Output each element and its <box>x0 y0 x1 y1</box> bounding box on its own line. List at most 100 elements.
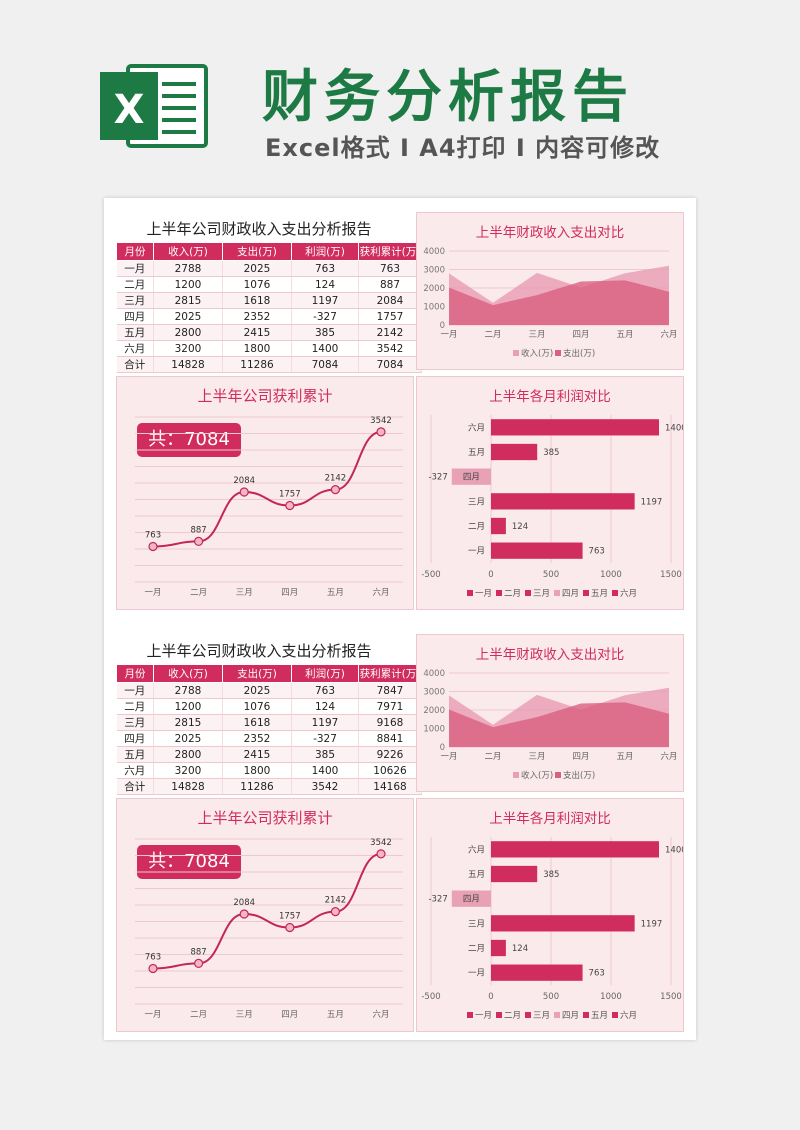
data-label: 887 <box>190 525 206 535</box>
legend-label: 四月 <box>562 589 579 599</box>
data-point <box>330 485 340 495</box>
table-row: 二月 1200 1076 124 7971 <box>116 698 422 715</box>
table-cell: -327 <box>291 730 359 747</box>
table-cell: 1800 <box>222 762 292 779</box>
table-cell: 385 <box>291 746 359 763</box>
table-cell: 1618 <box>222 292 292 309</box>
x-tick-label: 二月 <box>484 752 501 762</box>
total-badge: 共：7084 <box>137 845 241 879</box>
total-badge: 共：7084 <box>137 423 241 457</box>
table-header-cell: 月份 <box>116 664 154 683</box>
legend-swatch <box>583 590 589 596</box>
data-label: 2084 <box>233 476 255 486</box>
bar-0 <box>491 542 583 559</box>
legend-label: 一月 <box>475 589 492 599</box>
table-cell: 7971 <box>358 698 422 715</box>
line-chart: 763 887 2084 1757 2142 3542 一月 二月 三月 四月 五月 六月 <box>135 838 403 1020</box>
data-label: 763 <box>145 953 161 963</box>
table-cell: 14828 <box>153 356 223 373</box>
legend-swatch <box>467 590 473 596</box>
category-label: 二月 <box>468 522 485 532</box>
value-label: 763 <box>589 547 605 557</box>
data-label: 763 <box>145 531 161 541</box>
line-chart: 763 887 2084 1757 2142 3542 一月 二月 三月 四月 五月 六月 <box>135 416 403 598</box>
x-tick-label: -500 <box>421 570 440 580</box>
table-cell: 7847 <box>358 682 422 699</box>
legend-swatch <box>513 350 519 356</box>
series-expense-area <box>449 702 669 747</box>
legend-label: 支出(万) <box>563 770 595 781</box>
bar-chart: -500 0 500 1000 1500 六月 1400 五月 385 四月 -327 三月 1197 二… <box>421 837 683 1021</box>
table-cell: 二月 <box>116 698 154 715</box>
area-chart-title: 上半年财政收入支出对比 <box>475 647 625 663</box>
value-label: -327 <box>428 473 447 483</box>
table-cell: 六月 <box>116 340 154 357</box>
category-label: 一月 <box>468 969 485 979</box>
legend-swatch <box>555 350 561 356</box>
table-cell: 五月 <box>116 324 154 341</box>
table-cell: 六月 <box>116 762 154 779</box>
legend-label: 四月 <box>562 1011 579 1021</box>
x-tick-label: 三月 <box>236 588 253 598</box>
table-cell: 2788 <box>153 682 223 699</box>
legend-swatch <box>496 1012 502 1018</box>
table-cell: 3200 <box>153 340 223 357</box>
y-tick-label: 0 <box>440 321 445 331</box>
report-sheet: 上半年公司财政收入支出分析报告 月份 收入(万) 支出(万) 利润(万) 获利累计(万)… <box>104 198 696 1040</box>
value-label: 385 <box>543 448 559 458</box>
legend-swatch <box>554 590 560 596</box>
table-cell: 2025 <box>153 730 223 747</box>
y-tick-label: 2000 <box>423 284 445 294</box>
table-row: 四月 2025 2352 -327 1757 <box>116 308 422 325</box>
table-cell: 1400 <box>291 340 359 357</box>
area-chart-panel: 上半年财政收入支出对比 4000 3000 2000 1000 0 一月 二月 三月 四月 五月 六… <box>416 212 684 370</box>
table-cell: 2352 <box>222 308 292 325</box>
x-tick-label: 1000 <box>600 992 622 1002</box>
value-label: 1197 <box>641 497 663 507</box>
x-tick-label: 一月 <box>440 752 457 762</box>
table-cell: 1197 <box>291 292 359 309</box>
value-label: -327 <box>428 895 447 905</box>
category-label: 一月 <box>468 547 485 557</box>
table-row: 合计 14828 11286 3542 14168 <box>116 778 422 795</box>
table-header-cell: 获利累计(万) <box>358 664 422 683</box>
bar-0 <box>491 964 583 981</box>
line-chart-title: 上半年公司获利累计 <box>197 809 333 827</box>
x-tick-label: 四月 <box>572 330 589 340</box>
table-cell: 2415 <box>222 324 292 341</box>
table-cell: 四月 <box>116 308 154 325</box>
legend-swatch <box>612 590 618 596</box>
table-cell: 10626 <box>358 762 422 779</box>
table-title: 上半年公司财政收入支出分析报告 <box>146 220 372 238</box>
x-tick-label: 1500 <box>660 992 682 1002</box>
x-tick-label: 五月 <box>616 752 633 762</box>
data-point <box>239 487 249 497</box>
x-tick-label: 0 <box>488 992 493 1002</box>
bar-chart-title: 上半年各月利润对比 <box>489 811 611 827</box>
legend-label: 三月 <box>533 589 550 599</box>
data-point <box>193 536 204 547</box>
data-point <box>376 849 386 859</box>
line-chart-title: 上半年公司获利累计 <box>197 387 333 405</box>
profit-cumulative-line <box>152 852 382 970</box>
data-label: 2084 <box>233 898 255 908</box>
bar-chart-title: 上半年各月利润对比 <box>489 389 611 405</box>
legend-swatch <box>583 1012 589 1018</box>
bar-chart-panel: 上半年各月利润对比 -500050010001500六月1400五月385四月-… <box>416 376 684 610</box>
table-cell: 2084 <box>358 292 422 309</box>
page-title: 财务分析报告 <box>262 65 634 130</box>
table-cell: 一月 <box>116 682 154 699</box>
table-row: 一月 2788 2025 763 7847 <box>116 682 422 699</box>
excel-logo-icon: X <box>100 64 208 148</box>
legend-label: 五月 <box>591 1011 608 1021</box>
x-tick-label: 二月 <box>190 588 207 598</box>
report-block: 上半年公司财政收入支出分析报告 月份 收入(万) 支出(万) 利润(万) 获利累计(万)… <box>104 620 696 1040</box>
table-cell: 2025 <box>153 308 223 325</box>
y-tick-label: 0 <box>440 743 445 753</box>
bar-chart-panel: 上半年各月利润对比 -500050010001500六月1400五月385四月-… <box>416 798 684 1032</box>
legend-label: 一月 <box>475 1011 492 1021</box>
y-tick-label: 3000 <box>423 688 445 698</box>
data-point <box>239 909 249 919</box>
value-label: 763 <box>589 969 605 979</box>
table-cell: 14168 <box>358 778 422 795</box>
